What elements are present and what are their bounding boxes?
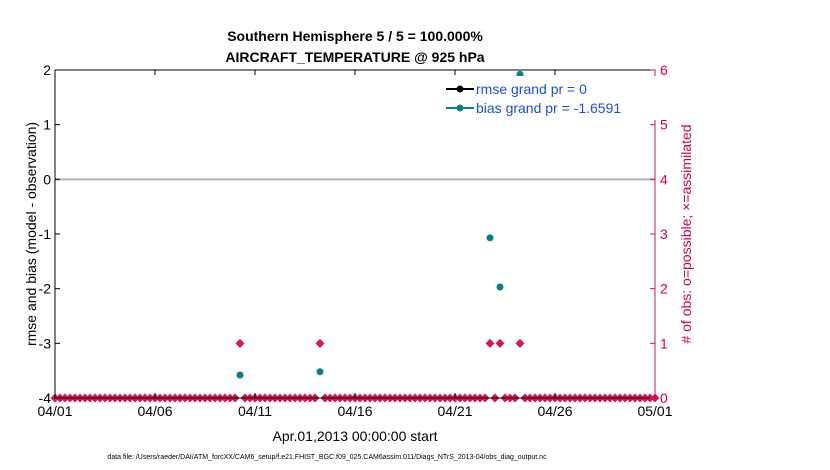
x-axis-ticks: 04/01 04/06 04/11 04/16 04/21 04/26 05/01 [37,70,673,419]
y-tick-label: 2 [43,62,51,78]
chart-title-line1: Southern Hemisphere 5 / 5 = 100.000% [227,28,483,44]
y-tick-label: -1 [39,226,52,242]
legend: rmse grand pr = 0 bias grand pr = -1.659… [444,76,656,120]
y2-axis-label: # of obs: o=possible; ×=assimilated [678,124,694,343]
bias-point [316,368,324,376]
obs-count-point-nonzero [485,338,495,348]
y2-tick-label: 0 [660,390,668,406]
bias-point [496,283,504,291]
chart-title-line2: AIRCRAFT_TEMPERATURE @ 925 hPa [225,49,484,65]
x-tick-label: 04/06 [137,403,172,419]
legend-bias-label: bias grand pr = -1.6591 [476,100,621,116]
obs-count-point-nonzero [495,338,505,348]
obs-count-markers [50,338,660,403]
obs-count-point-nonzero [235,338,245,348]
x-axis-label: Apr.01,2013 00:00:00 start [272,428,437,444]
y2-axis-ticks: 0 1 2 3 4 5 6 [650,62,668,406]
obs-count-point-nonzero [315,338,325,348]
y2-tick-label: 5 [660,117,668,133]
x-tick-label: 04/01 [37,403,72,419]
y2-tick-label: 2 [660,281,668,297]
y-axis-ticks: -4 -3 -2 -1 0 1 2 [39,62,60,406]
x-tick-label: 04/21 [437,403,472,419]
x-tick-label: 05/01 [637,403,672,419]
y2-tick-label: 4 [660,171,668,187]
data-file-footer: data file: /Users/raeder/DAI/ATM_forcXX/… [107,454,547,461]
obs-count-point-nonzero [515,338,525,348]
legend-box [444,76,656,120]
bias-point [236,371,244,379]
y-axis-label: rmse and bias (model - observation) [23,122,39,346]
y-tick-label: 0 [43,171,51,187]
bias-point [486,234,494,242]
y-tick-label: -3 [39,335,52,351]
y2-tick-label: 1 [660,335,668,351]
y-tick-label: -4 [39,390,52,406]
legend-rmse-marker [456,85,464,93]
y-tick-label: -2 [39,281,52,297]
legend-rmse-label: rmse grand pr = 0 [476,81,587,97]
legend-bias-marker [456,104,464,112]
x-tick-label: 04/11 [238,403,272,419]
y-tick-label: 1 [43,117,51,133]
x-tick-label: 04/16 [337,403,372,419]
x-tick-label: 04/26 [537,403,572,419]
y2-tick-label: 3 [660,226,668,242]
y2-tick-label: 6 [660,62,668,78]
